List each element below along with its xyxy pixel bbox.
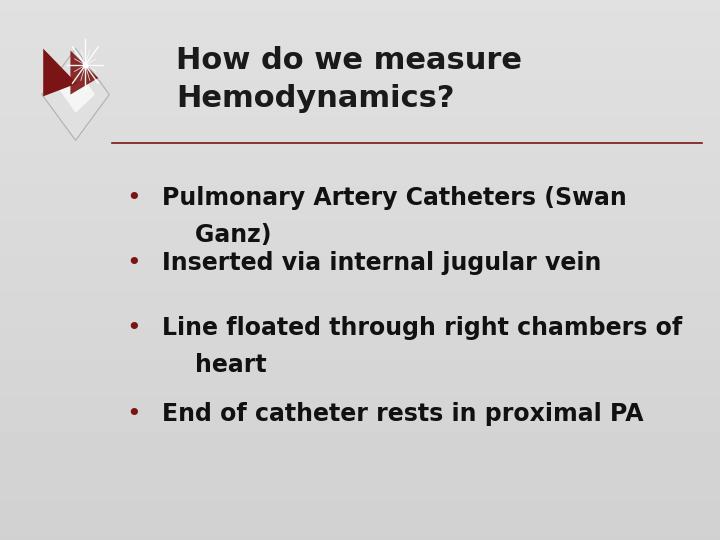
Text: •: • (126, 402, 140, 426)
Text: Pulmonary Artery Catheters (Swan: Pulmonary Artery Catheters (Swan (162, 186, 626, 210)
Text: heart: heart (162, 353, 266, 376)
Polygon shape (42, 49, 109, 140)
Text: Line floated through right chambers of: Line floated through right chambers of (162, 316, 683, 340)
Text: How do we measure: How do we measure (176, 46, 523, 75)
Text: •: • (126, 251, 140, 275)
Polygon shape (71, 50, 98, 94)
Polygon shape (59, 67, 95, 113)
Text: •: • (126, 316, 140, 340)
Text: Ganz): Ganz) (162, 223, 271, 247)
Text: End of catheter rests in proximal PA: End of catheter rests in proximal PA (162, 402, 644, 426)
Text: •: • (126, 186, 140, 210)
Polygon shape (43, 49, 77, 96)
Text: Inserted via internal jugular vein: Inserted via internal jugular vein (162, 251, 601, 275)
Text: Hemodynamics?: Hemodynamics? (176, 84, 455, 113)
